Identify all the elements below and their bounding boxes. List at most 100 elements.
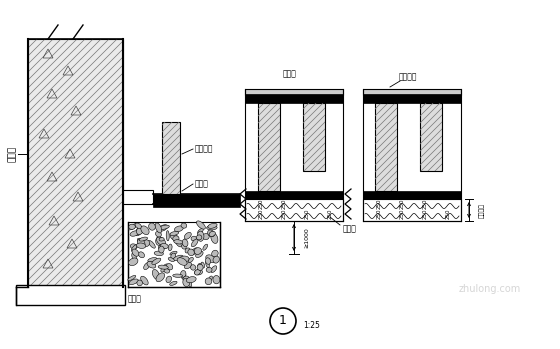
Ellipse shape — [130, 231, 139, 236]
Ellipse shape — [213, 275, 220, 284]
Ellipse shape — [152, 258, 161, 265]
Ellipse shape — [197, 264, 203, 270]
Ellipse shape — [164, 269, 170, 273]
Ellipse shape — [195, 251, 203, 258]
Ellipse shape — [159, 225, 169, 229]
Ellipse shape — [130, 244, 137, 249]
Ellipse shape — [206, 267, 212, 272]
Bar — [162, 122, 180, 194]
Bar — [245, 199, 343, 221]
Ellipse shape — [138, 252, 144, 258]
Ellipse shape — [170, 233, 178, 240]
Ellipse shape — [174, 240, 183, 244]
Text: 250: 250 — [399, 199, 404, 209]
Text: 250: 250 — [376, 209, 381, 219]
Ellipse shape — [191, 248, 198, 255]
Bar — [153, 194, 240, 204]
Ellipse shape — [209, 231, 216, 236]
Ellipse shape — [177, 258, 187, 265]
Bar — [375, 103, 397, 191]
Ellipse shape — [192, 239, 198, 247]
Text: 江泥垒层: 江泥垒层 — [399, 73, 417, 82]
Bar — [420, 103, 442, 171]
Ellipse shape — [166, 231, 169, 241]
Ellipse shape — [137, 280, 142, 286]
Ellipse shape — [148, 258, 157, 262]
Ellipse shape — [206, 258, 211, 264]
Ellipse shape — [171, 253, 176, 259]
Ellipse shape — [191, 236, 197, 241]
Ellipse shape — [175, 239, 181, 247]
Bar — [303, 103, 325, 171]
Ellipse shape — [197, 235, 202, 240]
Text: 250: 250 — [422, 199, 427, 209]
Text: 250: 250 — [328, 209, 333, 219]
Ellipse shape — [185, 248, 190, 253]
Text: 1:25: 1:25 — [303, 321, 320, 331]
Bar — [245, 94, 343, 103]
Text: 滤水管: 滤水管 — [195, 179, 209, 188]
Bar — [153, 203, 240, 207]
Bar — [258, 103, 280, 191]
Ellipse shape — [197, 221, 206, 229]
Ellipse shape — [187, 279, 192, 287]
Ellipse shape — [132, 249, 139, 256]
Text: 250: 250 — [376, 199, 381, 209]
Ellipse shape — [186, 277, 196, 283]
Text: 集水井: 集水井 — [128, 295, 142, 304]
Ellipse shape — [142, 240, 150, 247]
Ellipse shape — [180, 270, 186, 277]
Ellipse shape — [184, 262, 192, 269]
Ellipse shape — [136, 226, 142, 236]
Ellipse shape — [144, 262, 150, 269]
Ellipse shape — [173, 236, 179, 242]
Ellipse shape — [173, 274, 183, 277]
Ellipse shape — [181, 244, 186, 249]
Ellipse shape — [206, 260, 209, 268]
Ellipse shape — [157, 237, 166, 245]
Text: 250: 250 — [422, 209, 427, 219]
Bar — [363, 94, 461, 103]
Ellipse shape — [183, 278, 190, 287]
Ellipse shape — [158, 244, 167, 250]
Ellipse shape — [194, 269, 200, 275]
Ellipse shape — [148, 240, 155, 248]
Ellipse shape — [156, 231, 161, 237]
Ellipse shape — [158, 246, 164, 253]
Ellipse shape — [137, 227, 143, 235]
Ellipse shape — [211, 233, 218, 244]
Ellipse shape — [158, 265, 169, 269]
Text: 250: 250 — [259, 209, 264, 219]
Ellipse shape — [183, 276, 189, 282]
Bar — [258, 103, 280, 191]
Bar — [128, 222, 220, 287]
Bar — [375, 103, 397, 191]
Ellipse shape — [197, 231, 204, 241]
Ellipse shape — [208, 230, 214, 237]
Text: 详见大样: 详见大样 — [479, 202, 484, 217]
Ellipse shape — [161, 243, 168, 249]
Ellipse shape — [128, 224, 137, 230]
Ellipse shape — [135, 223, 142, 229]
Ellipse shape — [168, 258, 174, 261]
Ellipse shape — [207, 225, 217, 230]
Ellipse shape — [156, 273, 165, 282]
Ellipse shape — [203, 233, 209, 240]
Ellipse shape — [184, 232, 192, 239]
Ellipse shape — [213, 256, 220, 263]
Text: 250: 250 — [282, 199, 287, 209]
Ellipse shape — [141, 226, 149, 235]
Ellipse shape — [194, 248, 202, 254]
Ellipse shape — [129, 279, 138, 285]
Bar — [363, 199, 461, 221]
Bar — [245, 89, 343, 95]
Ellipse shape — [155, 223, 162, 233]
Text: 防水层: 防水层 — [343, 224, 357, 233]
Text: ≥1000: ≥1000 — [304, 227, 309, 248]
Bar — [363, 199, 461, 221]
Ellipse shape — [181, 273, 186, 279]
Text: 250: 250 — [259, 199, 264, 209]
Ellipse shape — [139, 237, 147, 241]
Text: 250: 250 — [446, 209, 450, 219]
Bar — [245, 199, 343, 221]
